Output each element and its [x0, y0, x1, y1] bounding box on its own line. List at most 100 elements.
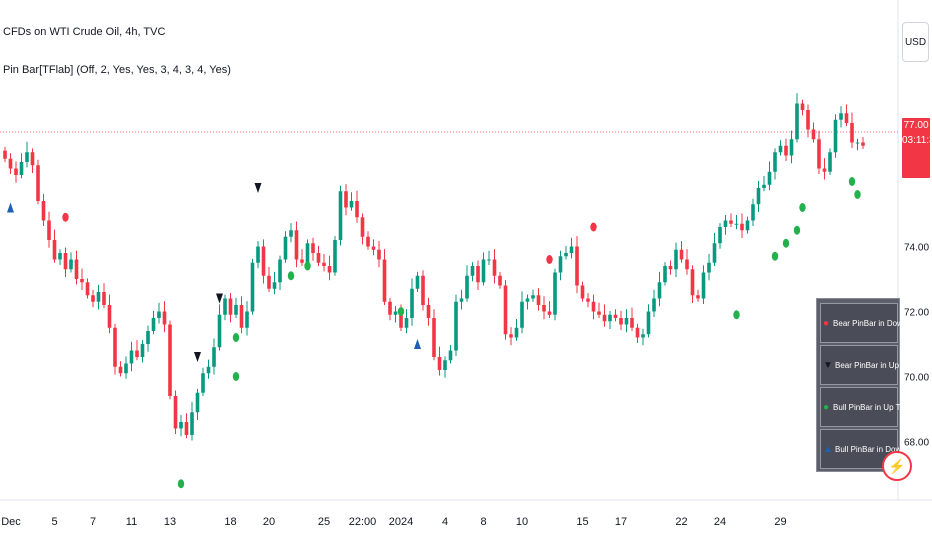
candle [393, 305, 398, 323]
candle [525, 294, 530, 310]
indicator-label[interactable]: Pin Bar[TFlab] (Off, 2, Yes, Yes, 3, 4, … [3, 64, 231, 76]
candle-body [311, 243, 315, 253]
candle-body [509, 334, 513, 338]
candle-body [195, 392, 200, 413]
price-axis: 68.00 70.00 72.00 74.00 [904, 243, 929, 449]
pinbar-legend-table: ● Bear PinBar in Down Trend ▼ Bear PinBa… [816, 298, 930, 472]
candle [751, 198, 755, 227]
candle-body [514, 327, 519, 338]
candle [569, 237, 574, 259]
candle-body [822, 168, 827, 172]
x-tick-label: 17 [615, 516, 627, 528]
candle [223, 294, 227, 321]
candle-body [184, 422, 189, 435]
black-triangle-down-icon [254, 183, 262, 193]
candle-body [217, 314, 222, 348]
candle [135, 340, 139, 361]
lightning-icon[interactable]: ⚡ [882, 451, 912, 481]
candle [580, 281, 585, 302]
candle-body [190, 412, 194, 435]
candle-body [140, 344, 145, 357]
candle [448, 344, 453, 364]
green-dot-icon [733, 310, 740, 320]
candle-body [811, 129, 816, 140]
candle-body [553, 272, 557, 315]
candle-body [855, 142, 860, 144]
candle-body [564, 253, 568, 257]
candle-body [844, 113, 849, 123]
x-tick-label: Dec [1, 516, 21, 528]
candle [256, 240, 260, 269]
green-dot-icon [287, 271, 295, 281]
y-tick-label: 68.00 [904, 438, 929, 449]
candle [558, 250, 563, 281]
candle [487, 250, 491, 266]
candle-body [36, 165, 40, 201]
candle-body [113, 327, 117, 367]
currency-button[interactable]: USD [902, 22, 929, 62]
x-tick-label: 7 [90, 516, 96, 528]
candle-body [8, 158, 13, 169]
candle [179, 414, 183, 437]
candle-body [465, 275, 469, 299]
x-tick-label: 25 [318, 516, 330, 528]
candle-body [344, 191, 348, 208]
candle [80, 268, 84, 291]
candle [173, 390, 178, 435]
candle-body [839, 113, 843, 120]
candle-body [536, 295, 541, 305]
candle [498, 271, 502, 289]
candle-body [729, 220, 733, 224]
candle [206, 359, 211, 379]
candle [195, 388, 200, 421]
candle [410, 278, 414, 326]
candle-body [762, 184, 766, 188]
candle-body [751, 204, 755, 221]
candle-body [569, 246, 574, 253]
candle [162, 301, 167, 333]
candle-body [19, 162, 24, 175]
candle-body [355, 201, 359, 218]
candle-body [234, 305, 238, 315]
candle [217, 304, 222, 351]
candle-body [96, 292, 101, 302]
candle-body [701, 272, 706, 299]
candle [668, 260, 673, 275]
candle-body [382, 259, 387, 302]
green-dot-icon [232, 372, 240, 381]
candle-body [239, 305, 244, 328]
y-tick-label: 70.00 [904, 373, 929, 384]
candle [459, 289, 464, 310]
candle [454, 294, 458, 357]
candle [734, 214, 739, 230]
candle [140, 340, 145, 363]
candle-body [102, 292, 106, 305]
candle-body [635, 327, 640, 338]
candle [465, 265, 469, 302]
candle-body [388, 301, 392, 315]
blue-triangle-up-icon [414, 339, 421, 349]
legend-label: Bear PinBar in Up Trend [835, 360, 922, 370]
candle-body [850, 123, 854, 143]
black-triangle-down-icon [216, 293, 223, 304]
candle [536, 288, 541, 311]
green-dot-icon [771, 251, 779, 261]
candle-body [377, 249, 381, 260]
candle-body [580, 285, 585, 299]
candle-body [162, 311, 167, 325]
x-tick-label: 20 [263, 516, 275, 528]
candle [107, 294, 112, 334]
candle [762, 175, 766, 192]
candle [245, 301, 249, 336]
candle-body [470, 266, 475, 276]
candle-body [25, 152, 29, 162]
candle-body [718, 227, 722, 244]
candle [52, 229, 57, 263]
y-tick-label: 74.00 [904, 243, 929, 254]
candle [789, 130, 794, 164]
candle [690, 265, 695, 304]
candle [575, 236, 579, 294]
candle [773, 148, 777, 180]
candle-body [228, 298, 233, 315]
